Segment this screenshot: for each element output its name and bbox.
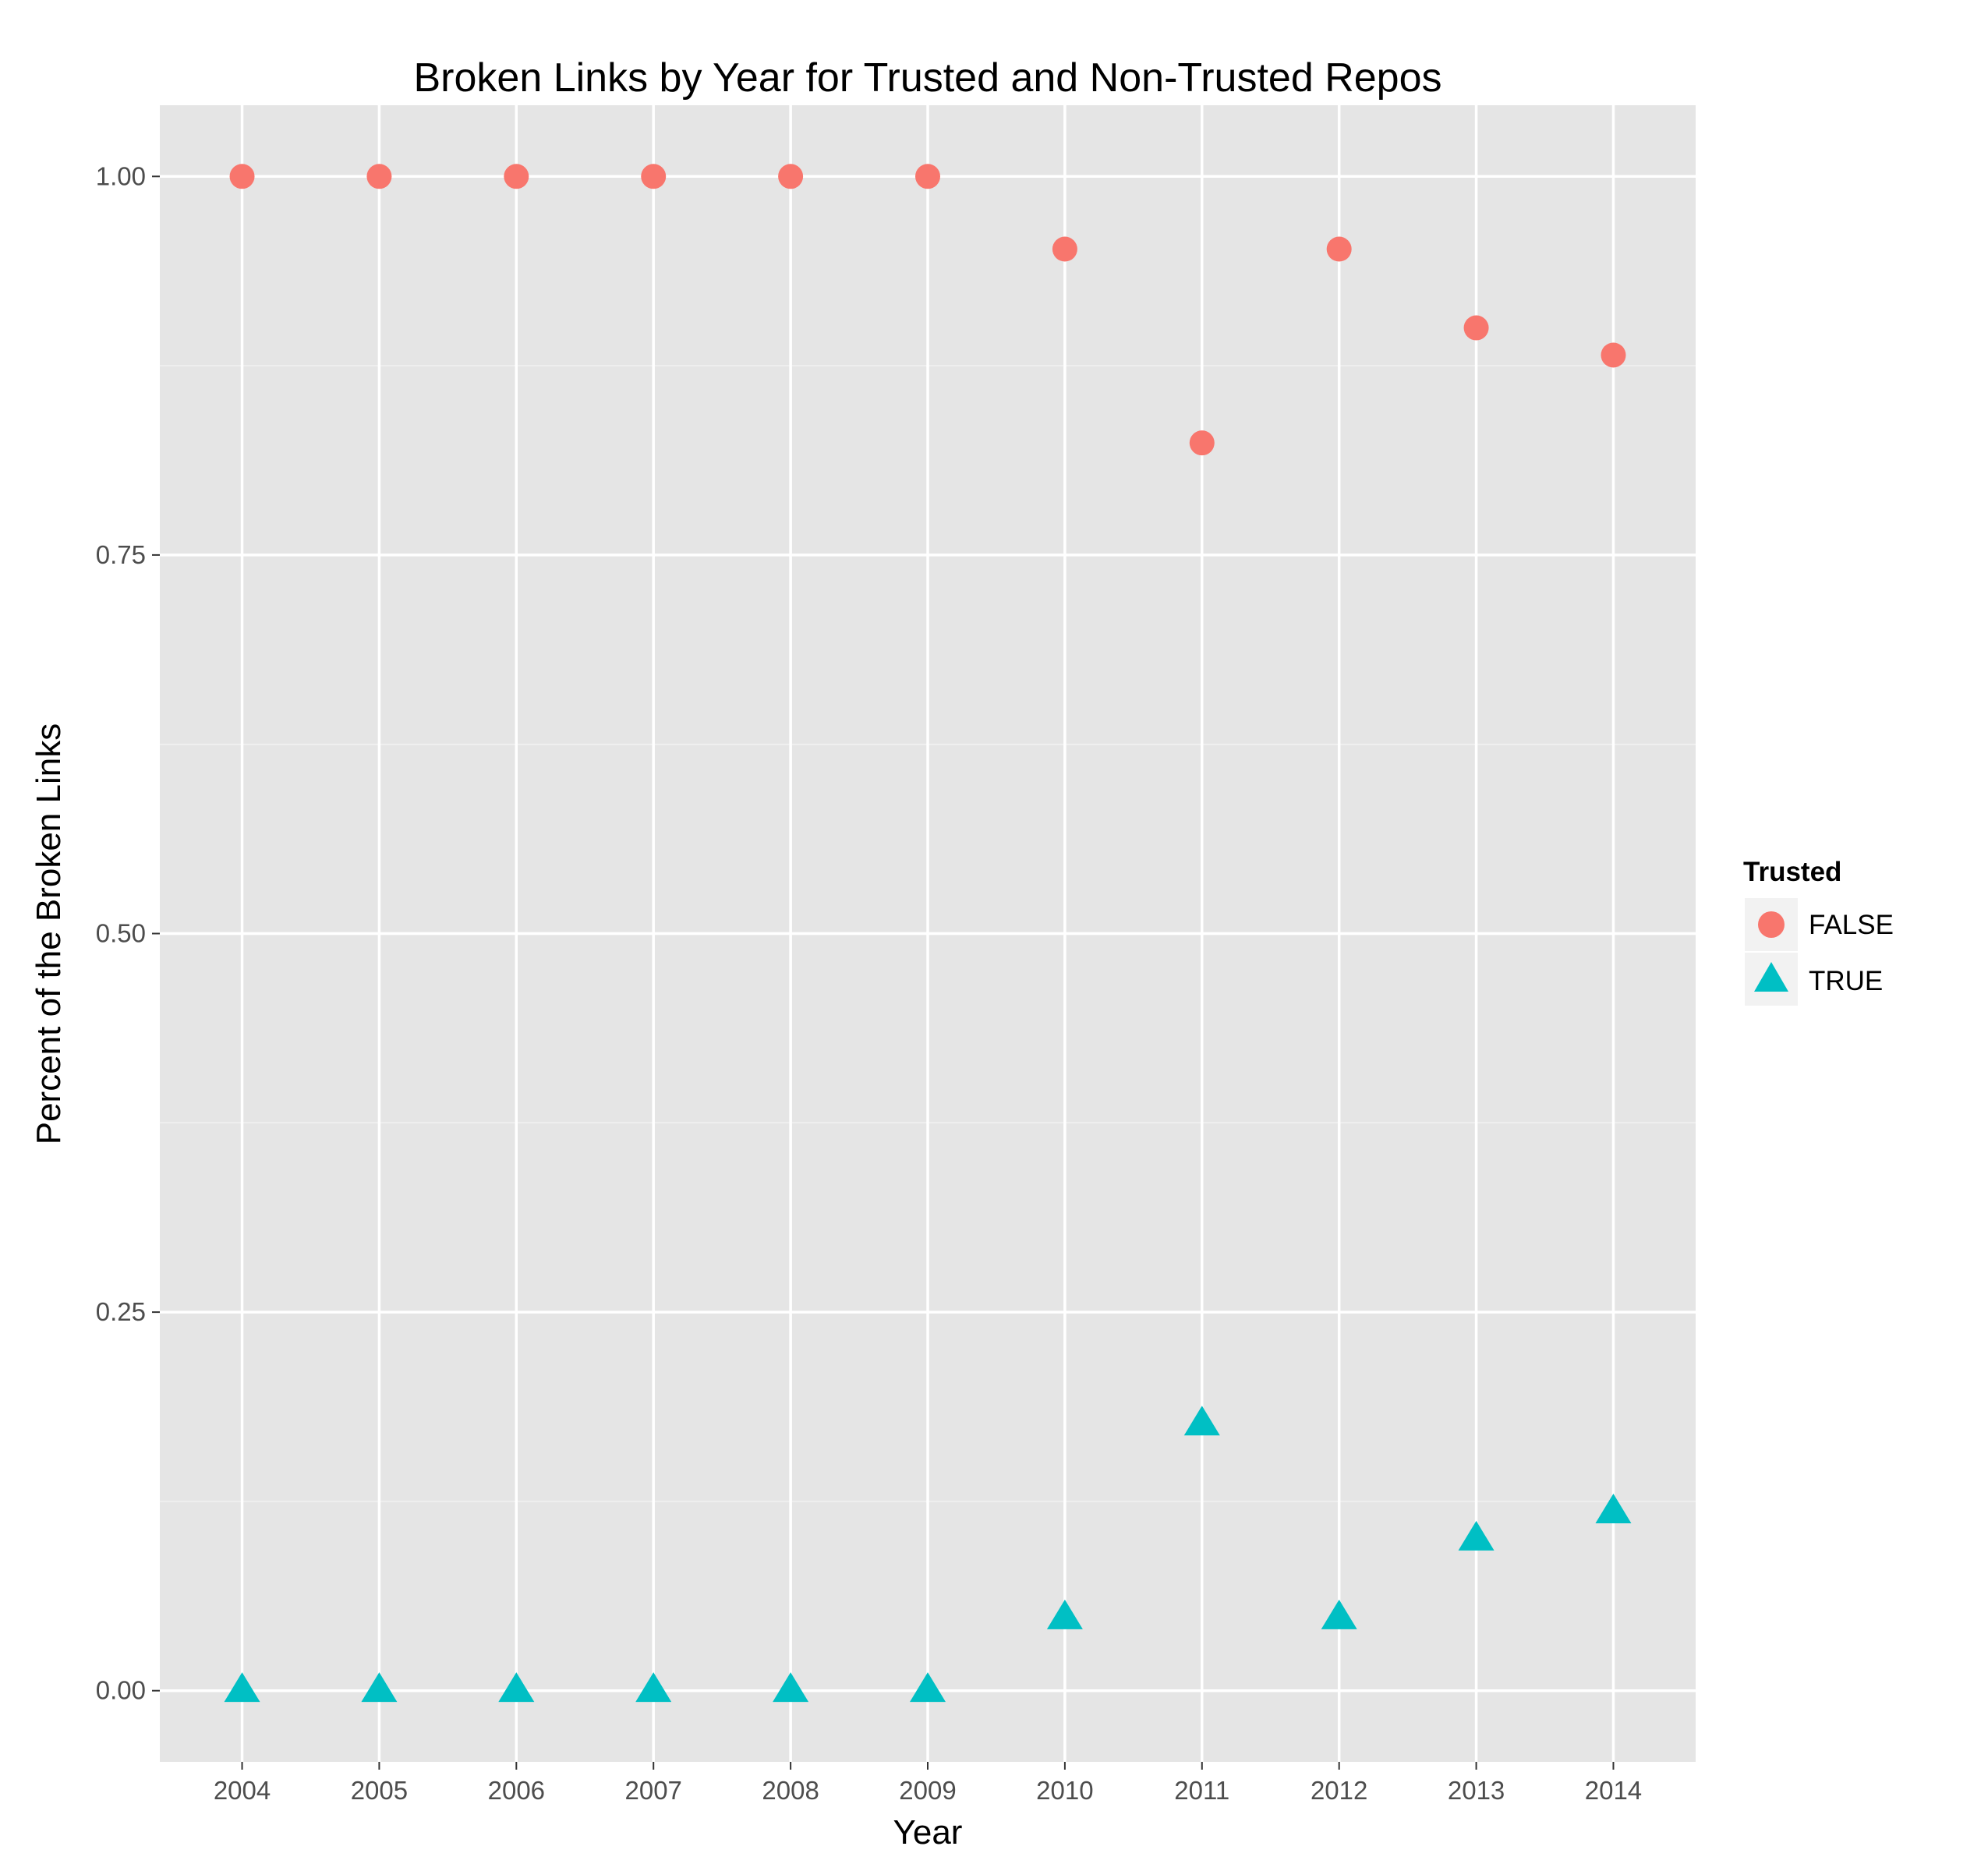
y-tick-label: 0.25	[96, 1297, 146, 1326]
point-false	[504, 164, 529, 189]
legend-swatch-false	[1758, 911, 1785, 938]
point-false	[1052, 236, 1077, 262]
point-false	[1326, 236, 1352, 262]
point-true	[910, 1672, 946, 1703]
point-true	[1046, 1599, 1083, 1629]
point-false	[366, 164, 392, 189]
legend-title: Trusted	[1743, 857, 1841, 887]
point-true	[1321, 1599, 1357, 1629]
point-true	[498, 1672, 535, 1703]
x-tick-label: 2008	[762, 1776, 819, 1805]
y-tick-label: 1.00	[96, 161, 146, 190]
point-false	[641, 164, 667, 189]
x-axis-title: Year	[893, 1813, 963, 1852]
x-tick-label: 2011	[1174, 1776, 1229, 1805]
point-true	[361, 1672, 398, 1703]
legend-item-false: FALSE	[1745, 898, 1894, 951]
legend: Trusted FALSE TRUE	[1743, 857, 1894, 1006]
x-tick-label: 2007	[625, 1776, 682, 1805]
x-tick-label: 2004	[214, 1776, 271, 1805]
point-false	[915, 164, 940, 189]
x-tick-label: 2005	[351, 1776, 408, 1805]
x-axis: 2004 2005 2006 2007 2008 2009 2010 2011 2012 2013…	[214, 1762, 1642, 1805]
y-tick-label: 0.50	[96, 919, 146, 948]
x-tick-label: 2012	[1311, 1776, 1367, 1805]
point-true	[773, 1672, 809, 1703]
legend-item-true: TRUE	[1745, 953, 1883, 1006]
chart-title: Broken Links by Year for Trusted and Non…	[413, 55, 1441, 101]
series-true-points	[224, 1406, 1632, 1703]
point-true	[1458, 1520, 1495, 1551]
x-tick-label: 2009	[899, 1776, 956, 1805]
x-tick-label: 2010	[1036, 1776, 1093, 1805]
point-true	[1183, 1406, 1220, 1436]
y-axis-title: Percent of the Broken Links	[30, 723, 68, 1145]
point-false	[1189, 430, 1215, 456]
x-tick-label: 2006	[488, 1776, 545, 1805]
x-tick-label: 2013	[1448, 1776, 1505, 1805]
point-true	[635, 1672, 672, 1703]
point-false	[229, 164, 255, 189]
series-false-points	[229, 164, 1626, 456]
point-false	[1463, 315, 1489, 341]
legend-swatch-true	[1754, 962, 1788, 992]
y-tick-label: 0.00	[96, 1676, 146, 1705]
point-true	[1595, 1493, 1632, 1523]
point-true	[224, 1672, 260, 1703]
point-false	[778, 164, 804, 189]
y-tick-label: 0.75	[96, 540, 146, 569]
x-tick-label: 2014	[1585, 1776, 1642, 1805]
legend-label-true: TRUE	[1809, 966, 1883, 996]
legend-label-false: FALSE	[1809, 910, 1894, 940]
y-axis: 0.00 0.25 0.50 0.75 1.00	[96, 161, 160, 1705]
major-grid	[160, 105, 1696, 1762]
point-false	[1601, 342, 1626, 368]
